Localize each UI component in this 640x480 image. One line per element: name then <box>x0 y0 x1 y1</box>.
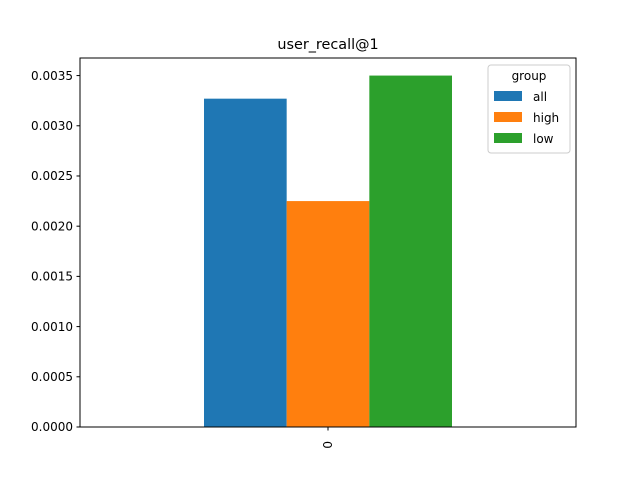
y-tick-label: 0.0005 <box>31 370 73 384</box>
y-tick-label: 0.0025 <box>31 169 73 183</box>
y-axis: 0.0000 0.0005 0.0010 0.0015 0.0020 0.0025 0.00… <box>31 69 80 434</box>
y-tick-label: 0.0030 <box>31 119 73 133</box>
y-tick-label: 0.0010 <box>31 320 73 334</box>
legend-frame <box>487 64 571 154</box>
bar-all <box>204 98 287 428</box>
y-tick-label: 0.0000 <box>31 420 73 434</box>
x-axis: 0 <box>321 427 335 449</box>
legend-swatch-high <box>494 112 522 122</box>
chart-title: user_recall@1 <box>277 37 378 53</box>
legend-swatch-all <box>494 91 522 101</box>
y-tick-label: 0.0015 <box>31 270 73 284</box>
legend-label-low: low <box>533 132 554 146</box>
x-tick-label: 0 <box>321 441 335 449</box>
y-tick-label: 0.0035 <box>31 69 73 83</box>
bar-low <box>369 75 452 427</box>
legend-title: group <box>512 69 547 83</box>
legend-swatch-low <box>494 133 522 143</box>
bar-high <box>286 201 370 427</box>
legend: group all high low <box>487 64 571 154</box>
bars-group <box>204 75 452 428</box>
legend-label-all: all <box>533 90 547 104</box>
legend-label-high: high <box>533 111 559 125</box>
y-tick-label: 0.0020 <box>31 219 73 233</box>
